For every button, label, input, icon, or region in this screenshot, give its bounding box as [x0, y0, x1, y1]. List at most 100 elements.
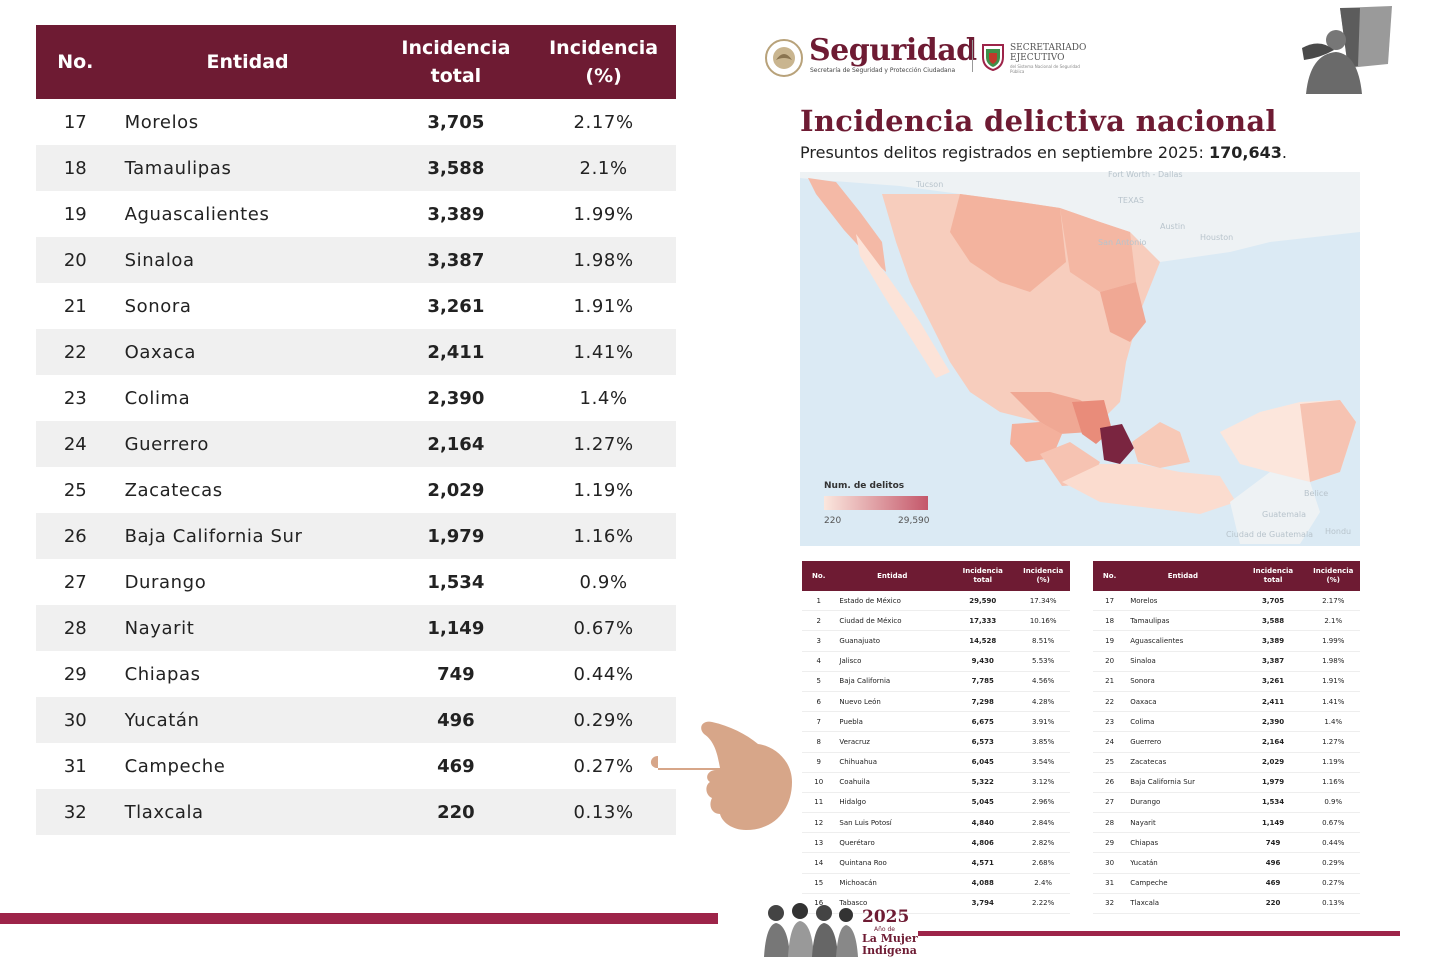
secretariado-ejecutivo-text: SECRETARIADO EJECUTIVO — [1010, 43, 1086, 63]
row-percentage: 0.13% — [1306, 893, 1360, 915]
table-row: 26 Baja California Sur 1,979 1.16% — [36, 513, 676, 559]
small-table-1-16: No. Entidad Incidencia total Incidencia … — [802, 561, 1070, 915]
se-line1: SECRETARIADO — [1010, 43, 1087, 53]
row-entidad: Durango — [1126, 792, 1240, 814]
se-small-text: del Sistema Nacional de Seguridad Públic… — [1010, 64, 1080, 74]
row-total: 3,794 — [949, 893, 1017, 915]
row-percentage: 3.54% — [1016, 752, 1070, 773]
row-entidad: Chihuahua — [835, 752, 950, 773]
row-entidad: Oaxaca — [1126, 691, 1240, 713]
row-percentage: 1.99% — [1306, 630, 1360, 652]
row-number: 3 — [802, 630, 836, 652]
row-number: 19 — [1093, 630, 1127, 652]
table-row: 1 Estado de México 29,590 17.34% — [802, 591, 1070, 612]
zoomed-incidence-table: No. Entidad Incidencia total Incidencia … — [36, 25, 676, 835]
row-percentage: 0.29% — [531, 697, 676, 743]
seguridad-brand-subtitle: Secretaría de Seguridad y Protección Ciu… — [810, 67, 956, 74]
row-number: 21 — [63, 295, 87, 317]
map-label-san-antonio: San Antonio — [1098, 238, 1147, 247]
row-percentage: 1.4% — [579, 387, 628, 409]
row-entidad: Baja California — [835, 671, 950, 692]
zoomed-table-body: 17 Morelos 3,705 2.17% 18 Tamaulipas 3,588 2.1%… — [36, 99, 676, 835]
row-number: 28 — [1093, 812, 1127, 834]
row-total: 749 — [1239, 832, 1307, 854]
row-percentage: 1.27% — [1306, 731, 1360, 753]
map-label-belice: Belice — [1304, 489, 1329, 498]
row-percentage: 2.1% — [1306, 610, 1360, 632]
row-entidad: Sinaloa — [1126, 651, 1240, 672]
row-entidad: Chiapas — [1126, 832, 1240, 854]
header-no: No. — [36, 25, 115, 99]
row-total: 4,088 — [949, 873, 1017, 894]
row-percentage: 0.27% — [1306, 873, 1360, 894]
row-percentage: 1.91% — [573, 295, 634, 317]
table-row: 28 Nayarit 1,149 0.67% — [1093, 812, 1360, 834]
table-row: 32 Tlaxcala 220 0.13% — [1093, 893, 1360, 915]
row-total: 220 — [1239, 893, 1307, 915]
row-number: 9 — [802, 752, 836, 773]
secretariado-shield-icon — [982, 44, 1004, 71]
table-row: 29 Chiapas 749 0.44% — [36, 651, 676, 697]
zoomed-table-header: No. Entidad Incidencia total Incidencia … — [36, 25, 676, 99]
row-number: 26 — [36, 513, 115, 559]
row-number: 31 — [63, 755, 87, 777]
row-total: 2,390 — [1239, 711, 1307, 733]
row-entidad: Jalisco — [835, 651, 950, 672]
row-number: 28 — [36, 605, 115, 651]
row-total: 3,389 — [1239, 630, 1307, 652]
row-percentage: 1.27% — [531, 421, 676, 467]
row-percentage: 0.29% — [1306, 852, 1360, 874]
row-percentage: 1.19% — [1306, 752, 1360, 773]
row-entidad: Zacatecas — [124, 479, 223, 501]
map-label-honduras: Hondu — [1325, 527, 1352, 536]
table-row: 27 Durango 1,534 0.9% — [36, 559, 676, 605]
row-entidad: Tlaxcala — [1126, 893, 1240, 915]
table-row: 15 Michoacán 4,088 2.4% — [802, 873, 1070, 894]
st-left-header-entidad: Entidad — [835, 561, 950, 591]
row-percentage: 0.13% — [531, 789, 676, 835]
row-percentage: 1.16% — [1306, 772, 1360, 793]
legend-title: Num. de delitos — [824, 481, 905, 491]
row-number: 29 — [63, 663, 87, 685]
row-total: 3,705 — [427, 111, 485, 133]
row-total: 1,534 — [1239, 792, 1307, 814]
table-row: 24 Guerrero 2,164 1.27% — [1093, 731, 1360, 753]
row-percentage: 0.44% — [1306, 832, 1360, 854]
table-row: 4 Jalisco 9,430 5.53% — [802, 651, 1070, 672]
quintana-roo-region — [1300, 400, 1356, 482]
row-number: 21 — [1093, 671, 1127, 692]
map-label-tucson: Tucson — [916, 180, 944, 189]
row-entidad: San Luis Potosí — [835, 812, 950, 834]
row-total: 496 — [380, 697, 532, 743]
pointing-hand-icon — [650, 721, 792, 830]
row-entidad: Nayarit — [1126, 812, 1240, 834]
row-total: 469 — [1239, 873, 1307, 894]
row-total: 5,322 — [949, 772, 1017, 793]
row-entidad: Guanajuato — [835, 630, 950, 652]
row-total: 4,840 — [949, 812, 1017, 834]
legend-gradient — [824, 496, 928, 510]
row-number: 29 — [1093, 832, 1127, 854]
row-number: 5 — [802, 671, 836, 692]
table-row: 24 Guerrero 2,164 1.27% — [36, 421, 676, 467]
row-percentage: 2.68% — [1016, 852, 1070, 874]
row-number: 30 — [36, 697, 115, 743]
table-row: 9 Chihuahua 6,045 3.54% — [802, 752, 1070, 773]
row-number: 22 — [1093, 691, 1127, 713]
table-row: 23 Colima 2,390 1.4% — [1093, 711, 1360, 733]
row-number: 25 — [1093, 752, 1127, 773]
row-percentage: 2.96% — [1016, 792, 1070, 814]
nuevo-leon-region — [1100, 282, 1146, 342]
map-label-fort-worth: Fort Worth - Dallas — [1108, 170, 1183, 179]
table-row: 14 Quintana Roo 4,571 2.68% — [802, 852, 1070, 874]
row-entidad: Hidalgo — [835, 792, 950, 814]
table-row: 31 Campeche 469 0.27% — [36, 743, 676, 789]
row-percentage: 1.41% — [1306, 691, 1360, 713]
row-percentage: 4.28% — [1016, 691, 1070, 713]
row-number: 24 — [1093, 731, 1127, 753]
row-total: 2,029 — [1239, 752, 1307, 773]
document-title: Incidencia delictiva nacional — [800, 104, 1277, 138]
row-total: 3,588 — [380, 145, 532, 191]
table-row: 25 Zacatecas 2,029 1.19% — [1093, 752, 1360, 773]
row-percentage: 3.91% — [1016, 711, 1070, 733]
